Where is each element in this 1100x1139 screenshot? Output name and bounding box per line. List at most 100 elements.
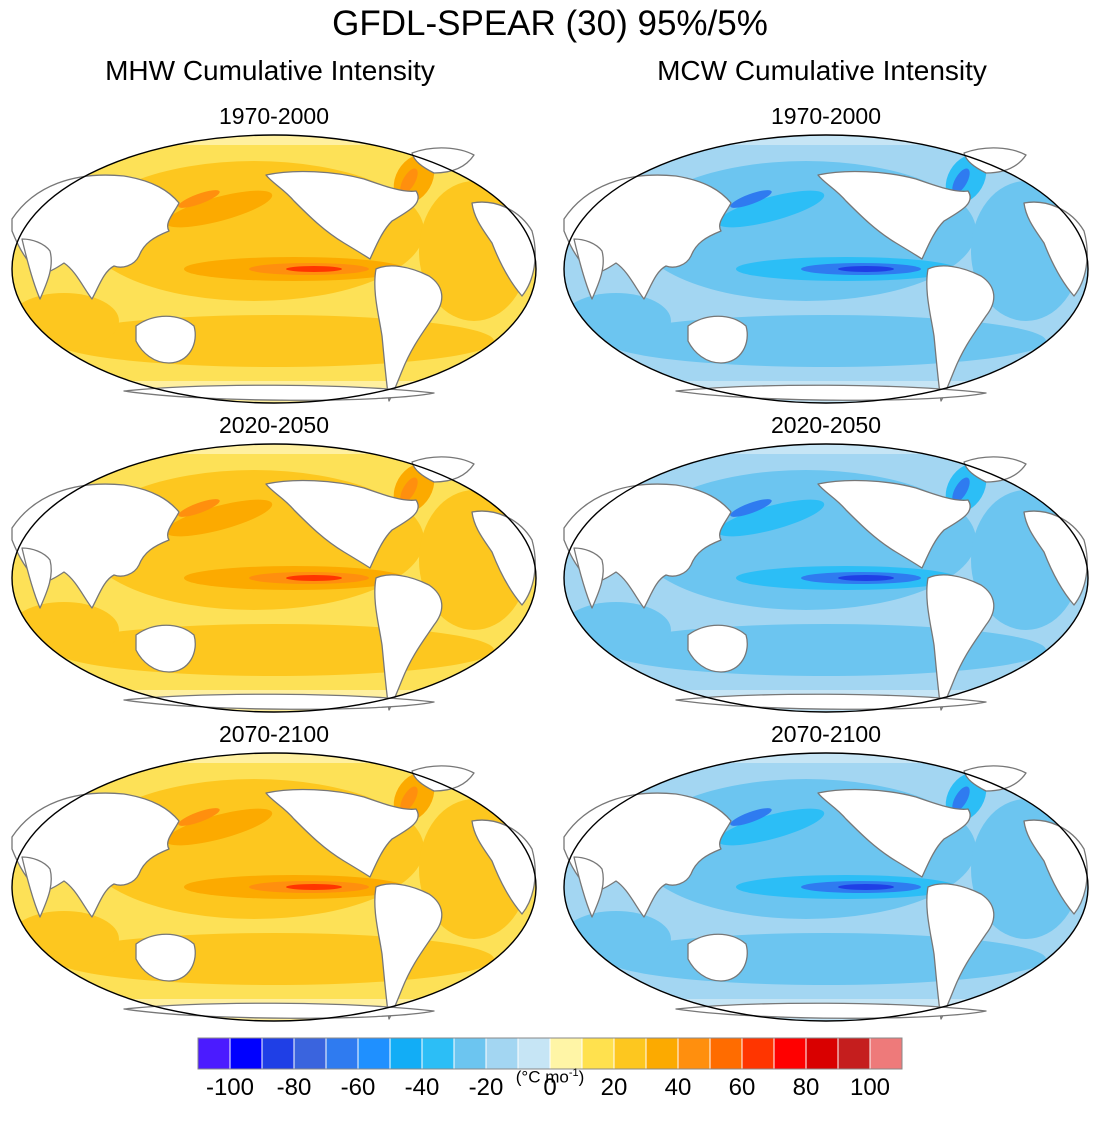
mhw-map-panel-3: 2070-2100 <box>4 721 544 1031</box>
ocean-band-indian <box>564 911 671 967</box>
africa-east-landmass <box>1023 510 1088 606</box>
equatorial-peak <box>838 575 894 581</box>
colorbar-tick-label: 60 <box>729 1074 756 1095</box>
mhw-map-panel-1: 1970-2000 <box>4 103 544 413</box>
colorbar-swatch <box>773 1037 807 1070</box>
south-america-landmass <box>374 883 443 1020</box>
africa-landmass <box>21 238 52 300</box>
greenland-landmass <box>963 765 1027 792</box>
colorbar-tick-label: 40 <box>665 1074 692 1095</box>
colorbar-tick-label: -80 <box>277 1074 312 1095</box>
mhw-map-2020-2050 <box>11 443 537 713</box>
kuroshio-core <box>178 499 220 517</box>
map-outline <box>11 134 537 404</box>
australia-landmass <box>687 315 748 364</box>
mcw-map-panel-1: 1970-2000 <box>556 103 1096 413</box>
colorbar-swatch <box>741 1037 775 1070</box>
panel-title: 2070-2100 <box>771 721 881 747</box>
greenland-landmass <box>963 456 1027 483</box>
map-outline <box>11 443 537 713</box>
map-outline <box>563 443 1089 713</box>
colorbar-swatch <box>677 1037 711 1070</box>
ocean-band-indian <box>12 293 119 349</box>
africa-landmass <box>21 856 52 918</box>
north-america-landmass <box>265 479 419 569</box>
gulf-stream-core <box>952 477 970 503</box>
ocean-band-indian <box>12 602 119 658</box>
landmass-group <box>11 456 536 711</box>
south-america-landmass <box>926 265 995 402</box>
south-america-landmass <box>374 265 443 402</box>
map-outline <box>563 134 1089 404</box>
equatorial-peak <box>286 266 342 272</box>
ocean-band-indian <box>564 293 671 349</box>
kuroshio-band <box>165 190 273 228</box>
units-close: ) <box>578 1067 585 1087</box>
africa-east-landmass <box>1023 819 1088 915</box>
colorbar-tick-label: -40 <box>405 1074 440 1095</box>
africa-landmass <box>21 547 52 609</box>
greenland-landmass <box>963 147 1027 174</box>
north-america-landmass <box>817 788 971 878</box>
mcw-map-2070-2100 <box>563 752 1089 1022</box>
equatorial-peak <box>286 575 342 581</box>
colorbar-swatch <box>261 1037 295 1070</box>
africa-east-landmass <box>471 201 536 297</box>
south-america-landmass <box>926 883 995 1020</box>
africa-east-landmass <box>471 510 536 606</box>
gulf-stream-core <box>400 477 418 503</box>
polar-north-light <box>64 444 484 454</box>
colorbar-swatch <box>485 1037 519 1070</box>
greenland-landmass <box>411 147 475 174</box>
kuroshio-band <box>717 499 825 537</box>
figure-title: GFDL-SPEAR (30) 95%/5% <box>332 4 768 43</box>
gulf-stream-core <box>400 786 418 812</box>
map-outline <box>11 752 537 1022</box>
mcw-map-panel-3: 2070-2100 <box>556 721 1096 1031</box>
colorbar-swatch <box>549 1037 583 1070</box>
colorbar-graphic: -100 -80 -60 -40 -20 0 20 40 60 80 100 <box>197 1037 903 1095</box>
africa-landmass <box>573 856 604 918</box>
australia-landmass <box>687 933 748 982</box>
equatorial-peak <box>838 884 894 890</box>
panel-title: 2070-2100 <box>219 721 329 747</box>
australia-landmass <box>135 624 196 673</box>
polar-north-light <box>64 135 484 145</box>
colorbar-swatch <box>517 1037 551 1070</box>
south-america-landmass <box>926 574 995 711</box>
mhw-map-panel-2: 2020-2050 <box>4 412 544 722</box>
colorbar-swatch <box>389 1037 423 1070</box>
kuroshio-band <box>717 190 825 228</box>
landmass-group <box>563 147 1088 402</box>
landmass-group <box>563 456 1088 711</box>
colorbar-tick-label: 0 <box>543 1074 556 1095</box>
ocean-band-indian <box>12 911 119 967</box>
africa-landmass <box>573 547 604 609</box>
panel-title: 2020-2050 <box>219 412 329 438</box>
south-america-landmass <box>374 574 443 711</box>
colorbar: -100 -80 -60 -40 -20 0 20 40 60 80 100 <box>0 1035 1100 1139</box>
mhw-column-title: MHW Cumulative Intensity <box>105 55 435 86</box>
panel-title: 2020-2050 <box>771 412 881 438</box>
colorbar-swatch <box>581 1037 615 1070</box>
africa-east-landmass <box>471 819 536 915</box>
kuroshio-band <box>165 499 273 537</box>
africa-east-landmass <box>1023 201 1088 297</box>
colorbar-tick-label: -20 <box>469 1074 504 1095</box>
ocean-band-indian <box>564 602 671 658</box>
mhw-map-1970-2000 <box>11 134 537 404</box>
colorbar-tick-label: 80 <box>793 1074 820 1095</box>
units-text: (°C mo <box>515 1067 569 1087</box>
north-america-landmass <box>265 788 419 878</box>
units-exponent: -1 <box>568 1067 579 1079</box>
gulf-stream-core <box>952 786 970 812</box>
australia-landmass <box>687 624 748 673</box>
mcw-map-panel-2: 2020-2050 <box>556 412 1096 722</box>
colorbar-swatch <box>645 1037 679 1070</box>
colorbar-swatch <box>805 1037 839 1070</box>
kuroshio-band <box>717 808 825 846</box>
colorbar-swatch <box>357 1037 391 1070</box>
polar-north-light <box>616 753 1036 763</box>
colorbar-swatch <box>709 1037 743 1070</box>
colorbar-swatch <box>837 1037 871 1070</box>
